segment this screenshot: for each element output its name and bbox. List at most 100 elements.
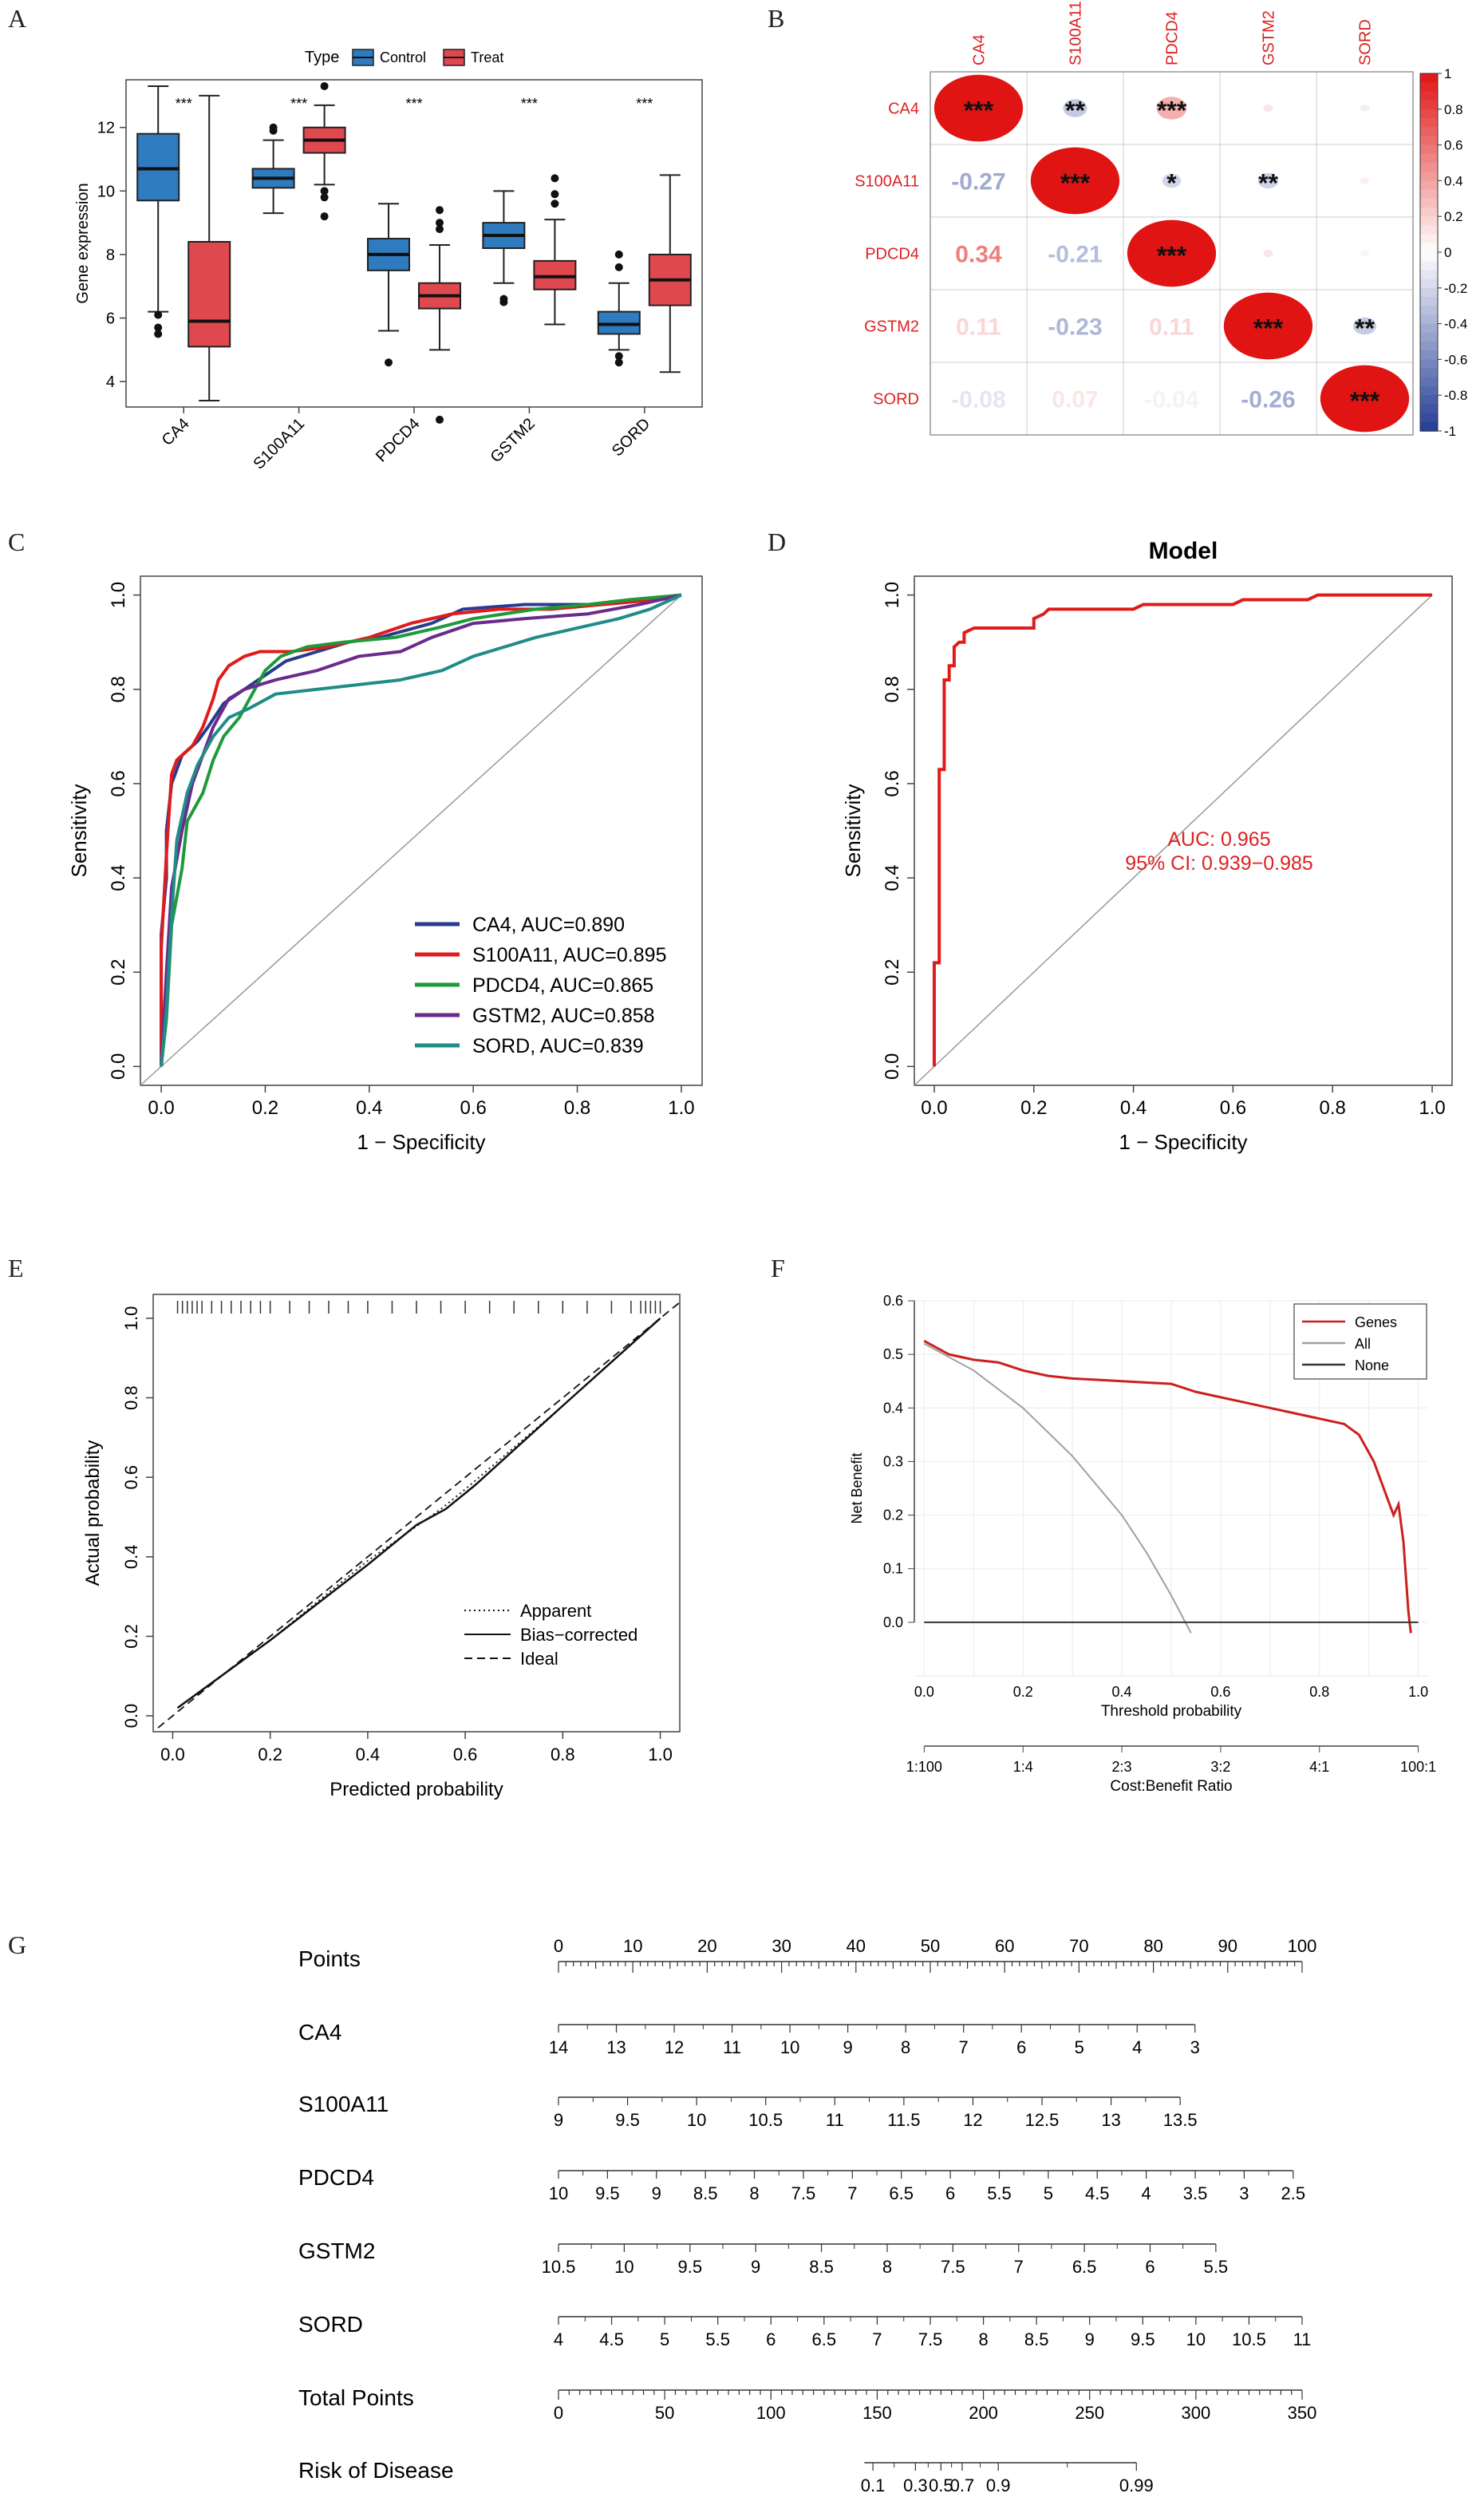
correlation-ellipse (1063, 99, 1087, 117)
correlation-value: -0.08 (951, 387, 1005, 413)
tick-label: 7 (872, 2329, 882, 2349)
x-tick-label: SORD (609, 415, 653, 460)
y-axis-label: Sensitivity (841, 784, 865, 877)
panel-label-g: G (8, 1930, 26, 1959)
x-axis-label: Predicted probability (330, 1779, 503, 1800)
tick-label: 4 (554, 2329, 563, 2349)
correlation-value: -0.04 (1144, 387, 1199, 413)
colorbar-segment (1420, 189, 1438, 200)
row-label: S100A11 (854, 173, 919, 191)
colorbar-segment (1420, 270, 1438, 280)
y-axis-label: Actual probability (82, 1440, 104, 1586)
y-axis-label: Gene expression (74, 183, 92, 303)
tick-label: 10 (549, 2183, 568, 2203)
colorbar-segment (1420, 386, 1438, 396)
tick-label: 12.5 (1025, 2110, 1060, 2130)
tick-label: 6.5 (889, 2183, 914, 2203)
heatmap-cell (1026, 289, 1124, 363)
tick-label: 0.5 (929, 2475, 953, 2495)
colorbar-segment (1420, 413, 1438, 423)
y-axis-label: Sensitivity (67, 784, 91, 877)
diagonal-reference (140, 595, 682, 1086)
x-tick-label: 0.2 (258, 1744, 282, 1764)
nomogram-row-label: CA4 (298, 2020, 341, 2045)
tick-label: 13.5 (1163, 2110, 1198, 2130)
legend-label: PDCD4, AUC=0.865 (472, 974, 653, 997)
y-tick-label: 10 (97, 183, 115, 200)
correlation-value: -0.23 (1048, 314, 1102, 341)
tick-label: 70 (1069, 1936, 1088, 1956)
x-tick-label: 0.2 (1020, 1097, 1047, 1119)
nomogram-row-label: S100A11 (298, 2092, 389, 2116)
tick-label: 10.5 (1232, 2329, 1266, 2349)
tick-label: 6 (766, 2329, 776, 2349)
x-tick-label: 0.4 (356, 1097, 382, 1119)
colorbar-segment (1420, 342, 1438, 351)
outlier-point (320, 212, 329, 221)
tick-label: 5 (1044, 2183, 1053, 2203)
tick-label: 11 (826, 2110, 844, 2130)
y-tick-label: 0.0 (108, 1053, 129, 1080)
tick-label: 5.5 (987, 2183, 1012, 2203)
legend-label: Ideal (520, 1649, 558, 1669)
x-tick-label: 0.8 (551, 1744, 575, 1764)
outlier-point (551, 200, 559, 208)
ratio-tick-label: 3:2 (1210, 1759, 1230, 1775)
y-tick-label: 1.0 (108, 582, 129, 608)
x-tick-label: 0.0 (914, 1684, 934, 1700)
tick-label: 8 (882, 2257, 892, 2277)
x-tick-label: 0.8 (564, 1097, 590, 1119)
tick-label: 0.3 (903, 2475, 928, 2495)
tick-label: 80 (1143, 1936, 1162, 1956)
significance-stars: *** (1350, 387, 1380, 416)
y-tick-label: 12 (97, 120, 115, 137)
correlation-ellipse (1353, 317, 1376, 335)
significance-stars: *** (1157, 242, 1187, 271)
colorbar-segment (1420, 243, 1438, 253)
colorbar-tick-label: -0.2 (1444, 281, 1467, 296)
roc-curve-gstm2 (160, 593, 682, 1067)
correlation-value: 0.11 (956, 314, 1001, 341)
outlier-point (614, 250, 623, 259)
correlation-ellipse (1320, 365, 1410, 433)
diagonal-reference (914, 595, 1433, 1086)
x-tick-label: 0.6 (460, 1097, 486, 1119)
x-tick-label: 0.4 (1120, 1097, 1147, 1119)
colorbar-segment (1420, 180, 1438, 191)
tick-label: 60 (995, 1936, 1014, 1956)
tick-label: 12 (963, 2110, 982, 2130)
x-axis-label: 1 − Specificity (1119, 1130, 1247, 1154)
tick-label: 7 (847, 2183, 857, 2203)
tick-label: 3 (1239, 2183, 1249, 2203)
heatmap-cell (1123, 289, 1221, 363)
ci-annotation: 95% CI: 0.939−0.985 (1125, 852, 1313, 875)
x-tick-label: 0.6 (453, 1744, 478, 1764)
nomogram-row-label: GSTM2 (298, 2238, 375, 2263)
row-label: SORD (873, 391, 919, 409)
x-tick-label: 1.0 (1419, 1097, 1445, 1119)
tick-label: 9 (843, 2037, 853, 2057)
outlier-point (320, 81, 329, 90)
tick-label: 7.5 (941, 2257, 965, 2277)
tick-label: 40 (847, 1936, 866, 1956)
x-tick-label: 0.2 (252, 1097, 278, 1119)
nomogram-row-label: Risk of Disease (298, 2458, 454, 2483)
tick-label: 250 (1075, 2403, 1104, 2423)
colorbar-tick-label: 1 (1444, 66, 1451, 81)
tick-label: 7 (959, 2037, 969, 2057)
tick-label: 11 (1293, 2329, 1312, 2349)
heatmap-cell (1123, 362, 1221, 436)
tick-label: 13 (1101, 2110, 1120, 2130)
outlier-point (614, 263, 623, 271)
outlier-point (320, 187, 329, 196)
colorbar-segment (1420, 91, 1438, 101)
tick-label: 0 (554, 2403, 563, 2423)
row-label: CA4 (888, 101, 919, 118)
y-tick-label: 0.0 (121, 1704, 141, 1729)
colorbar-segment (1420, 163, 1438, 172)
tick-label: 90 (1218, 1936, 1237, 1956)
outlier-point (436, 225, 444, 234)
